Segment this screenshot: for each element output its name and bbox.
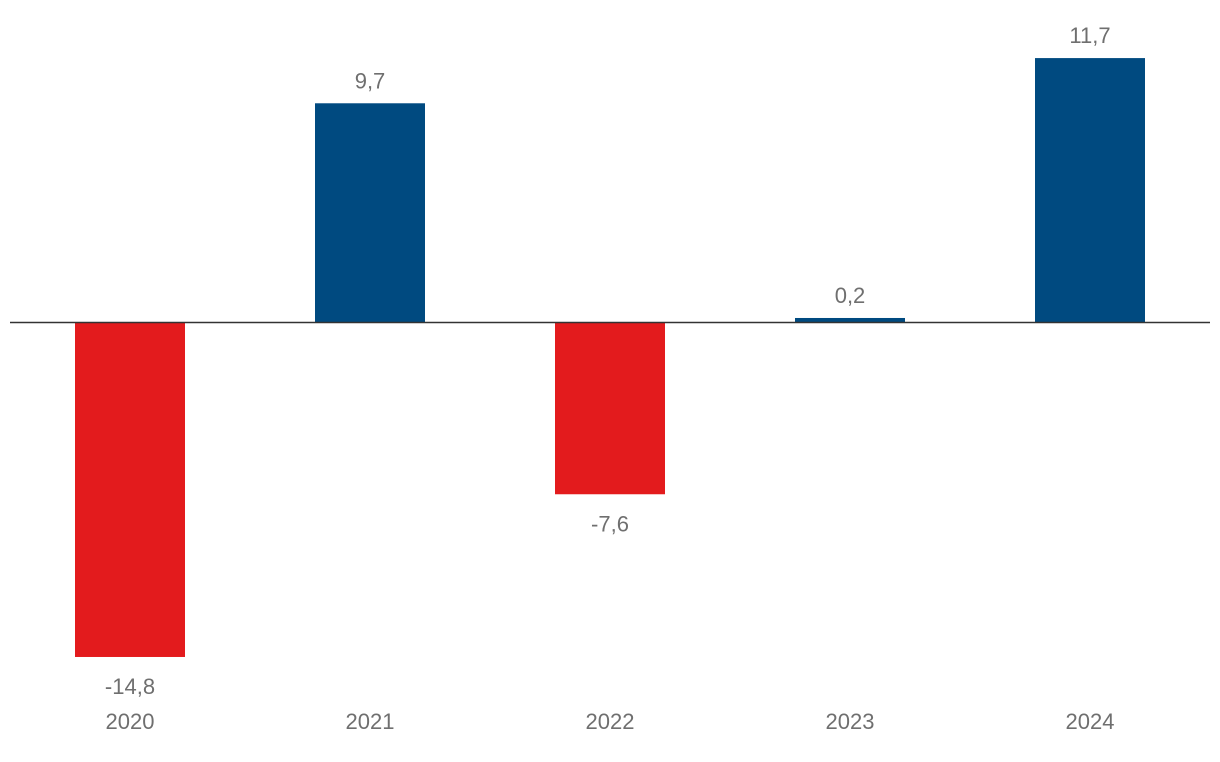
- x-tick-label-2021: 2021: [346, 709, 395, 734]
- bar-2022: [555, 322, 665, 495]
- bar-2020: [75, 322, 185, 657]
- bar-2023: [795, 317, 905, 323]
- data-label-2022: -7,6: [591, 511, 629, 536]
- x-axis-tick-labels: 2020 2021 2022 2023 2024: [106, 709, 1115, 734]
- x-tick-label-2020: 2020: [106, 709, 155, 734]
- x-tick-label-2024: 2024: [1066, 709, 1115, 734]
- data-label-2020: -14,8: [105, 674, 155, 699]
- x-tick-label-2022: 2022: [586, 709, 635, 734]
- data-label-2023: 0,2: [835, 283, 866, 308]
- data-label-2021: 9,7: [355, 68, 386, 93]
- data-label-2024: 11,7: [1069, 23, 1110, 48]
- bar-2021: [315, 103, 425, 323]
- bars-layer: [75, 58, 1145, 657]
- bar-2024: [1035, 58, 1145, 323]
- data-labels-layer: -14,8 9,7 -7,6 0,2 11,7: [105, 23, 1111, 699]
- x-tick-label-2023: 2023: [826, 709, 875, 734]
